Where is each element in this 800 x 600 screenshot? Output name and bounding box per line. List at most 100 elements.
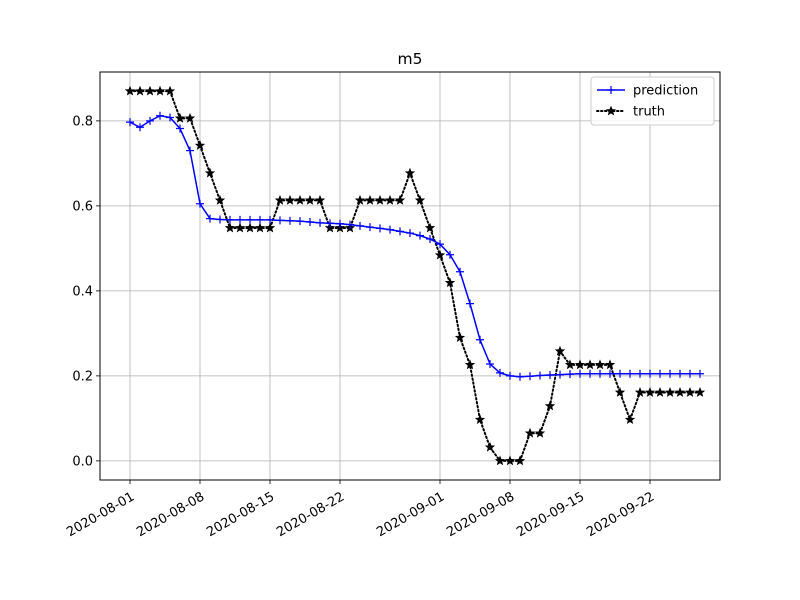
truth-point xyxy=(504,455,516,466)
prediction-point xyxy=(546,371,554,380)
truth-point xyxy=(444,277,456,288)
truth-point xyxy=(204,167,216,178)
truth-point xyxy=(164,85,176,96)
prediction-point xyxy=(666,369,674,378)
prediction-point xyxy=(286,216,294,225)
truth-point xyxy=(564,359,576,370)
series-prediction xyxy=(126,111,704,381)
truth-point xyxy=(424,222,436,233)
prediction-point xyxy=(406,229,414,238)
truth-point xyxy=(654,387,666,397)
truth-point xyxy=(174,112,186,123)
truth-point xyxy=(324,222,336,233)
truth-point xyxy=(154,85,166,96)
legend-marker-prediction xyxy=(607,86,615,94)
legend-box xyxy=(590,76,715,126)
truth-point xyxy=(374,194,386,205)
truth-point xyxy=(594,359,606,370)
truth-point xyxy=(674,387,686,397)
prediction-point xyxy=(256,215,264,224)
prediction-point xyxy=(226,215,234,224)
truth-point xyxy=(524,427,536,438)
truth-point xyxy=(354,194,366,205)
truth-point xyxy=(694,387,706,397)
prediction-point xyxy=(676,369,684,378)
prediction-point xyxy=(176,124,184,133)
prediction-point xyxy=(186,146,194,155)
legend-marker-truth xyxy=(605,105,617,116)
truth-point xyxy=(614,387,626,397)
prediction-point xyxy=(466,299,474,308)
truth-point xyxy=(184,112,196,123)
truth-point xyxy=(574,359,586,370)
truth-point xyxy=(144,85,156,96)
truth-point xyxy=(364,194,376,205)
prediction-point xyxy=(606,369,614,378)
y-tick-label: 0.6 xyxy=(72,199,93,214)
y-tick-label: 0.4 xyxy=(72,284,93,299)
prediction-point xyxy=(136,123,144,132)
truth-point xyxy=(224,222,236,233)
truth-point xyxy=(534,427,546,438)
prediction-point xyxy=(556,370,564,379)
truth-point xyxy=(414,194,426,205)
prediction-point xyxy=(336,219,344,228)
truth-point xyxy=(494,455,506,466)
y-tick-label: 0.2 xyxy=(72,369,93,384)
prediction-point xyxy=(416,231,424,240)
legend-entry-truth: truth xyxy=(596,105,665,120)
prediction-point xyxy=(426,235,434,244)
y-tick-label: 0.8 xyxy=(72,114,93,129)
truth-point xyxy=(474,414,486,425)
prediction-point xyxy=(696,369,704,378)
truth-point xyxy=(664,387,676,397)
prediction-point xyxy=(316,218,324,227)
prediction-point xyxy=(476,335,484,344)
prediction-point xyxy=(326,219,334,228)
truth-point xyxy=(134,85,146,96)
series-layer xyxy=(124,85,706,466)
truth-point xyxy=(514,455,526,466)
truth-point xyxy=(384,194,396,205)
prediction-point xyxy=(496,368,504,377)
truth-point xyxy=(484,441,496,452)
truth-point xyxy=(394,194,406,205)
prediction-point xyxy=(376,224,384,233)
prediction-point xyxy=(656,369,664,378)
truth-point xyxy=(554,345,566,356)
prediction-point xyxy=(206,214,214,223)
truth-point xyxy=(194,140,206,150)
truth-point xyxy=(264,222,276,233)
legend-label-prediction: prediction xyxy=(633,84,698,99)
prediction-point xyxy=(156,111,164,120)
prediction-point xyxy=(236,215,244,224)
prediction-point xyxy=(576,369,584,378)
prediction-point xyxy=(356,221,364,230)
prediction-point xyxy=(486,359,494,368)
prediction-point xyxy=(296,217,304,226)
legend: prediction truth xyxy=(590,76,715,126)
plot-frame xyxy=(99,71,721,481)
prediction-point xyxy=(366,223,374,232)
truth-point xyxy=(644,387,656,397)
prediction-point xyxy=(446,250,454,259)
prediction-point xyxy=(516,372,524,381)
prediction-point xyxy=(386,225,394,234)
prediction-point xyxy=(456,267,464,276)
prediction-point xyxy=(646,369,654,378)
truth-point xyxy=(234,222,246,233)
prediction-point xyxy=(396,227,404,236)
prediction-point xyxy=(586,369,594,378)
truth-point xyxy=(404,167,416,178)
prediction-line xyxy=(129,114,700,378)
truth-point xyxy=(294,194,306,205)
prediction-point xyxy=(146,116,154,125)
truth-point xyxy=(684,387,696,397)
truth-point xyxy=(604,359,616,370)
prediction-point xyxy=(686,369,694,378)
truth-point xyxy=(584,359,596,370)
prediction-point xyxy=(526,372,534,381)
truth-point xyxy=(464,359,476,370)
legend-entry-prediction: prediction xyxy=(597,84,698,99)
y-tick-label: 0.0 xyxy=(72,454,93,469)
